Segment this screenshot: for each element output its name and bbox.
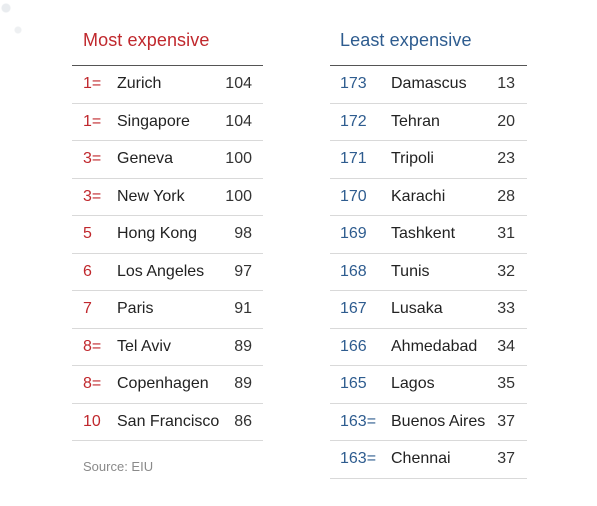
rank-cell: 8= — [83, 337, 102, 355]
city-cell: Lusaka — [391, 300, 443, 318]
table-row: 10 San Francisco 86 — [72, 404, 263, 441]
city-cell: Tripoli — [391, 150, 434, 168]
table-row: 170 Karachi 28 — [330, 179, 527, 216]
rank-cell: 173 — [340, 75, 367, 93]
most-expensive-title: Most expensive — [83, 30, 210, 50]
table-row: 163= Chennai 37 — [330, 441, 527, 478]
city-cell: San Francisco — [117, 412, 220, 430]
index-cell: 34 — [497, 337, 515, 355]
city-cell: Ahmedabad — [391, 337, 478, 355]
rank-cell: 3= — [83, 150, 102, 168]
table-row: 7 Paris 91 — [72, 291, 263, 329]
rank-cell: 1= — [83, 75, 102, 93]
table-row: 165 Lagos 35 — [330, 366, 527, 404]
city-cell: Tunis — [391, 262, 430, 280]
city-cell: Tashkent — [391, 225, 456, 243]
most-expensive-rows: 1= Zurich 104 1= Singapore 104 3= Geneva… — [72, 66, 263, 441]
table-row: 6 Los Angeles 97 — [72, 254, 263, 291]
most-expensive-table: Most expensive 1= Zurich 104 1= Singapor… — [72, 26, 263, 441]
rank-cell: 6 — [83, 262, 92, 280]
rank-cell: 8= — [83, 375, 102, 393]
table-row: 171 Tripoli 23 — [330, 141, 527, 179]
city-cell: Lagos — [391, 375, 435, 393]
index-cell: 13 — [497, 75, 515, 93]
index-cell: 86 — [234, 412, 252, 430]
rank-cell: 7 — [83, 300, 92, 318]
source-note: Source: EIU — [83, 459, 154, 474]
rank-cell: 168 — [340, 262, 367, 280]
rank-cell: 1= — [83, 112, 102, 130]
rank-cell: 172 — [340, 112, 367, 130]
index-cell: 91 — [234, 300, 252, 318]
city-cell: Singapore — [117, 112, 190, 130]
table-row: 5 Hong Kong 98 — [72, 216, 263, 254]
city-cell: Los Angeles — [117, 262, 205, 280]
index-cell: 37 — [497, 450, 515, 468]
index-cell: 31 — [497, 225, 515, 243]
rank-cell: 5 — [83, 225, 92, 243]
index-cell: 100 — [225, 150, 252, 168]
city-cell: Tehran — [391, 112, 440, 130]
rank-cell: 167 — [340, 300, 367, 318]
rank-cell: 170 — [340, 187, 367, 205]
index-cell: 100 — [225, 187, 252, 205]
table-row: 168 Tunis 32 — [330, 254, 527, 291]
table-row: 172 Tehran 20 — [330, 104, 527, 141]
rank-cell: 171 — [340, 150, 367, 168]
city-cell: New York — [117, 187, 185, 205]
city-cell: Hong Kong — [117, 225, 198, 243]
rank-cell: 3= — [83, 187, 102, 205]
city-cell: Chennai — [391, 450, 451, 468]
least-expensive-title: Least expensive — [340, 30, 472, 50]
city-cell: Buenos Aires — [391, 412, 486, 430]
least-expensive-table: Least expensive 173 Damascus 13 172 Tehr… — [330, 26, 527, 479]
rank-cell: 166 — [340, 337, 367, 355]
table-row: 166 Ahmedabad 34 — [330, 329, 527, 366]
table-row: 3= New York 100 — [72, 179, 263, 216]
table-row: 169 Tashkent 31 — [330, 216, 527, 254]
table-row: 173 Damascus 13 — [330, 66, 527, 104]
index-cell: 23 — [497, 150, 515, 168]
city-cell: Paris — [117, 300, 154, 318]
table-row: 8= Copenhagen 89 — [72, 366, 263, 404]
index-cell: 97 — [234, 262, 252, 280]
city-cell: Tel Aviv — [117, 337, 171, 355]
index-cell: 35 — [497, 375, 515, 393]
table-row: 1= Singapore 104 — [72, 104, 263, 141]
rank-cell: 163= — [340, 450, 377, 468]
city-cell: Damascus — [391, 75, 467, 93]
table-row: 1= Zurich 104 — [72, 66, 263, 104]
least-expensive-bottom-rule — [330, 477, 527, 479]
least-expensive-rows: 173 Damascus 13 172 Tehran 20 171 Tripol… — [330, 66, 527, 478]
rank-cell: 163= — [340, 412, 377, 430]
index-cell: 28 — [497, 187, 515, 205]
rank-cell: 165 — [340, 375, 367, 393]
table-row: 3= Geneva 100 — [72, 141, 263, 179]
index-cell: 98 — [234, 225, 252, 243]
most-expensive-title-rule — [72, 65, 263, 66]
table-row: 163= Buenos Aires 37 — [330, 404, 527, 441]
city-cell: Copenhagen — [117, 375, 209, 393]
index-cell: 89 — [234, 375, 252, 393]
rank-cell: 169 — [340, 225, 367, 243]
table-row: 167 Lusaka 33 — [330, 291, 527, 329]
rank-cell: 10 — [83, 412, 101, 430]
index-cell: 104 — [225, 112, 252, 130]
city-cell: Geneva — [117, 150, 174, 168]
index-cell: 33 — [497, 300, 515, 318]
city-cell: Karachi — [391, 187, 446, 205]
index-cell: 89 — [234, 337, 252, 355]
least-expensive-title-rule — [330, 65, 527, 66]
index-cell: 37 — [497, 412, 515, 430]
decorative-corner-mark — [0, 0, 34, 34]
index-cell: 20 — [497, 112, 515, 130]
index-cell: 104 — [225, 75, 252, 93]
index-cell: 32 — [497, 262, 515, 280]
city-cell: Zurich — [117, 75, 162, 93]
table-row: 8= Tel Aviv 89 — [72, 329, 263, 366]
